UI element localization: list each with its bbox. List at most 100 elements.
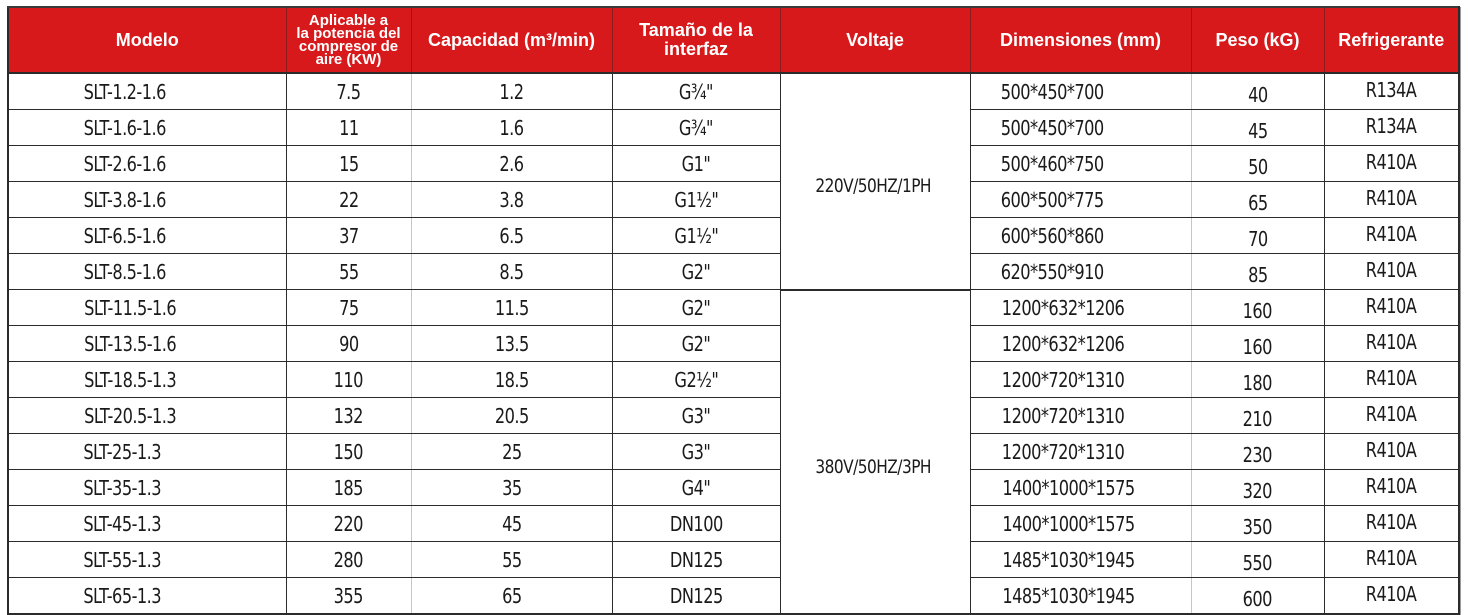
cell-dimensions: 500*460*750 xyxy=(970,145,1192,182)
cell-power: 7.5 xyxy=(286,73,412,110)
cell-interface: G4" xyxy=(612,469,781,506)
cell-power: 55 xyxy=(286,253,412,290)
cell-refrigerant: R410A xyxy=(1324,217,1459,254)
header-interface: Tamaño de la interfaz xyxy=(611,7,781,74)
table-row: SLT-1.2-1.6 7.5 1.2 G¾" 220V/50HZ/1PH 500*450… xyxy=(8,73,1459,291)
cell-weight-text: 210 xyxy=(1242,406,1273,431)
cell-interface-text: G1½" xyxy=(674,187,718,212)
table-row: SLT-45-1.3 220 45 DN100 1400*1000*1575 350 R41… xyxy=(8,505,1459,542)
cell-refrigerant: R410A xyxy=(1324,541,1459,578)
header-row: Modelo Aplicable a la potencia del compr… xyxy=(7,7,1460,74)
cell-interface: G2½" xyxy=(612,361,781,398)
cell-model: SLT-35-1.3 xyxy=(8,469,287,506)
cell-dimensions: 1485*1030*1945 xyxy=(970,577,1192,615)
cell-refrigerant-text: R410A xyxy=(1365,509,1417,534)
cell-interface: G1½" xyxy=(612,217,781,254)
cell-weight: 320 xyxy=(1191,469,1325,506)
cell-capacity-text: 20.5 xyxy=(494,403,529,428)
cell-interface-text: G3" xyxy=(681,403,711,428)
cell-model: SLT-25-1.3 xyxy=(8,433,287,470)
cell-power-text: 37 xyxy=(338,223,359,248)
cell-interface: DN125 xyxy=(612,577,781,615)
cell-voltage-text: 380V/50HZ/3PH xyxy=(815,455,931,478)
cell-capacity-text: 65 xyxy=(501,583,522,608)
cell-weight-text: 65 xyxy=(1247,190,1268,215)
cell-refrigerant-text: R410A xyxy=(1365,257,1417,282)
cell-power-text: 220 xyxy=(333,511,364,536)
cell-model-text: SLT-1.6-1.6 xyxy=(83,115,167,140)
cell-dimensions-text: 620*550*910 xyxy=(1000,259,1104,284)
cell-power: 37 xyxy=(286,217,412,254)
cell-weight-text: 550 xyxy=(1242,550,1273,575)
cell-refrigerant: R410A xyxy=(1324,145,1459,182)
cell-capacity: 3.8 xyxy=(411,181,613,218)
cell-refrigerant: R410A xyxy=(1324,397,1459,434)
cell-model-text: SLT-55-1.3 xyxy=(83,547,162,572)
cell-dimensions-text: 1200*720*1310 xyxy=(1001,367,1124,392)
cell-refrigerant: R410A xyxy=(1324,181,1459,218)
cell-weight-text: 180 xyxy=(1242,370,1273,395)
cell-weight-text: 160 xyxy=(1242,298,1273,323)
cell-refrigerant-text: R410A xyxy=(1365,221,1417,246)
cell-refrigerant: R410A xyxy=(1324,433,1459,470)
cell-refrigerant: R410A xyxy=(1324,577,1459,615)
header-weight: Peso (kG) xyxy=(1190,7,1325,74)
cell-dimensions: 600*560*860 xyxy=(970,217,1192,254)
cell-capacity: 35 xyxy=(411,469,613,506)
cell-refrigerant-text: R410A xyxy=(1365,149,1417,174)
cell-power-text: 11 xyxy=(338,115,359,140)
cell-interface: G3" xyxy=(612,397,781,434)
cell-capacity: 45 xyxy=(411,505,613,542)
cell-power: 132 xyxy=(286,397,412,434)
cell-model: SLT-65-1.3 xyxy=(8,577,287,615)
cell-model-text: SLT-18.5-1.3 xyxy=(84,367,177,392)
cell-refrigerant: R410A xyxy=(1324,289,1459,326)
cell-weight: 230 xyxy=(1191,433,1325,470)
cell-capacity-text: 25 xyxy=(501,439,522,464)
cell-refrigerant-text: R134A xyxy=(1365,77,1417,102)
cell-power-text: 110 xyxy=(333,367,364,392)
cell-refrigerant: R134A xyxy=(1324,73,1459,110)
cell-model: SLT-13.5-1.6 xyxy=(8,325,287,362)
cell-capacity-text: 2.6 xyxy=(499,151,524,176)
cell-interface-text: G3" xyxy=(681,439,711,464)
cell-weight-text: 45 xyxy=(1247,118,1268,143)
cell-voltage: 220V/50HZ/1PH xyxy=(780,73,971,291)
cell-power-text: 185 xyxy=(333,475,364,500)
cell-refrigerant-text: R410A xyxy=(1365,185,1417,210)
cell-refrigerant: R410A xyxy=(1324,253,1459,290)
table-row: SLT-55-1.3 280 55 DN125 1485*1030*1945 550 R41… xyxy=(8,541,1459,578)
cell-refrigerant-text: R410A xyxy=(1365,365,1417,390)
cell-refrigerant-text: R410A xyxy=(1365,329,1417,354)
cell-weight-text: 40 xyxy=(1247,82,1268,107)
table-body: SLT-1.2-1.6 7.5 1.2 G¾" 220V/50HZ/1PH 500*450… xyxy=(8,73,1459,615)
cell-power-text: 55 xyxy=(338,259,359,284)
cell-dimensions-text: 1400*1000*1575 xyxy=(1001,511,1135,536)
header-dimensions: Dimensiones (mm) xyxy=(969,7,1192,74)
cell-dimensions: 1200*720*1310 xyxy=(970,361,1192,398)
header-modelo: Modelo xyxy=(7,7,287,74)
cell-interface-text: G¾" xyxy=(678,115,714,140)
cell-capacity: 20.5 xyxy=(411,397,613,434)
cell-power: 110 xyxy=(286,361,412,398)
table-row: SLT-20.5-1.3 132 20.5 G3" 1200*720*1310 210 R4… xyxy=(8,397,1459,434)
cell-refrigerant: R410A xyxy=(1324,361,1459,398)
cell-capacity-text: 35 xyxy=(501,475,522,500)
cell-dimensions-text: 1200*720*1310 xyxy=(1001,403,1124,428)
cell-model: SLT-45-1.3 xyxy=(8,505,287,542)
cell-weight-text: 230 xyxy=(1242,442,1273,467)
cell-refrigerant-text: R410A xyxy=(1365,401,1417,426)
cell-weight-text: 320 xyxy=(1242,478,1273,503)
header-interface-line: Tamaño de la xyxy=(639,20,753,40)
cell-model-text: SLT-1.2-1.6 xyxy=(83,79,167,104)
cell-interface: G¾" xyxy=(612,109,781,146)
cell-dimensions-text: 1200*632*1206 xyxy=(1001,331,1124,356)
table-row: SLT-65-1.3 355 65 DN125 1485*1030*1945 600 R41… xyxy=(8,577,1459,615)
cell-interface-text: G2" xyxy=(681,259,711,284)
cell-model-text: SLT-35-1.3 xyxy=(83,475,162,500)
cell-capacity-text: 45 xyxy=(501,511,522,536)
cell-power-text: 75 xyxy=(338,295,359,320)
cell-interface: G1½" xyxy=(612,181,781,218)
cell-dimensions-text: 1485*1030*1945 xyxy=(1001,583,1135,608)
cell-power: 150 xyxy=(286,433,412,470)
